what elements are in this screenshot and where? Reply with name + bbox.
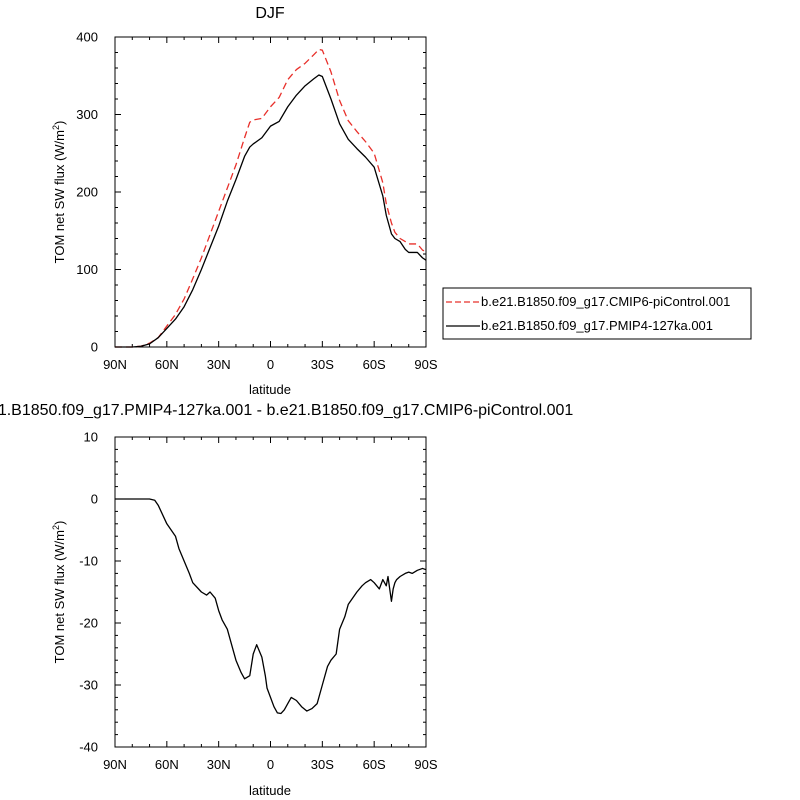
x-tick-label: 60S (363, 357, 386, 372)
legend: b.e21.B1850.f09_g17.CMIP6-piControl.001 … (442, 287, 752, 340)
bottom-y-axis-title-main: TOM net SW flux (W/m (52, 530, 67, 663)
top-x-axis-title: latitude (249, 382, 291, 397)
x-tick-label: 90N (103, 357, 127, 372)
bottom-panel: b.e21.B1850.f09_g17.PMIP4-127ka.001 - b.… (0, 402, 573, 798)
x-tick-label: 60S (363, 757, 386, 772)
legend-label-control: b.e21.B1850.f09_g17.CMIP6-piControl.001 (481, 294, 730, 309)
y-tick-label: 400 (76, 30, 98, 45)
x-tick-label: 30S (311, 357, 334, 372)
y-tick-label: 0 (91, 340, 98, 355)
x-tick-label: 90S (414, 757, 437, 772)
legend-box (442, 287, 752, 340)
y-tick-label: 300 (76, 107, 98, 122)
x-tick-label: 30N (207, 357, 231, 372)
bottom-y-axis-title-close: ) (52, 521, 67, 525)
bottom-y-axis-title-sup: 2 (51, 525, 61, 530)
x-tick-label: 60N (155, 757, 179, 772)
y-tick-label: -40 (79, 740, 98, 755)
x-tick-label: 30S (311, 757, 334, 772)
top-tick-marks (114, 36, 427, 348)
bottom-y-axis-title: TOM net SW flux (W/m2) (51, 521, 67, 664)
top-y-axis-title-sup: 2 (51, 125, 61, 130)
bottom-x-tick-labels: 90N 60N 30N 0 30S 60S 90S (103, 757, 438, 772)
top-y-axis-title: TOM net SW flux (W/m2) (51, 121, 67, 264)
top-x-tick-labels: 90N 60N 30N 0 30S 60S 90S (103, 357, 438, 372)
y-tick-label: -30 (79, 678, 98, 693)
top-panel: DJF 0 100 200 300 400 90N 60N 30N 0 30S 60S 90S la… (51, 5, 752, 397)
x-tick-label: 30N (207, 757, 231, 772)
y-tick-label: 100 (76, 262, 98, 277)
bottom-x-axis-title: latitude (249, 783, 291, 798)
series-line-experiment (115, 74, 427, 348)
x-tick-label: 60N (155, 357, 179, 372)
top-chart-title: DJF (255, 5, 285, 22)
legend-label-experiment: b.e21.B1850.f09_g17.PMIP4-127ka.001 (481, 318, 713, 333)
y-tick-label: -10 (79, 554, 98, 569)
top-y-axis-title-main: TOM net SW flux (W/m (52, 130, 67, 263)
series-line-control (115, 48, 427, 348)
y-tick-label: 0 (91, 492, 98, 507)
series-line-difference (115, 498, 427, 715)
bottom-plot-frame (114, 436, 427, 748)
top-series-lines (115, 48, 427, 348)
top-y-tick-labels: 0 100 200 300 400 (76, 30, 98, 355)
y-tick-label: 10 (84, 430, 98, 445)
x-tick-label: 0 (267, 757, 274, 772)
bottom-chart-title: b.e21.B1850.f09_g17.PMIP4-127ka.001 - b.… (0, 402, 573, 419)
x-tick-label: 90S (414, 357, 437, 372)
y-tick-label: -20 (79, 616, 98, 631)
bottom-y-tick-labels: -40 -30 -20 -10 0 10 (79, 430, 98, 755)
top-plot-frame (114, 36, 427, 348)
x-tick-label: 0 (267, 357, 274, 372)
x-tick-label: 90N (103, 757, 127, 772)
bottom-series-lines (115, 498, 427, 715)
bottom-tick-marks (114, 436, 427, 748)
top-y-axis-title-close: ) (52, 121, 67, 125)
y-tick-label: 200 (76, 185, 98, 200)
